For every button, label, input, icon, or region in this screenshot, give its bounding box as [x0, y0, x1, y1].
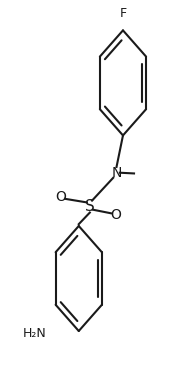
Text: S: S	[85, 199, 95, 214]
Text: O: O	[110, 208, 121, 222]
Text: H₂N: H₂N	[23, 327, 46, 340]
Text: O: O	[55, 190, 66, 204]
Text: F: F	[119, 7, 127, 20]
Text: N: N	[111, 166, 122, 180]
